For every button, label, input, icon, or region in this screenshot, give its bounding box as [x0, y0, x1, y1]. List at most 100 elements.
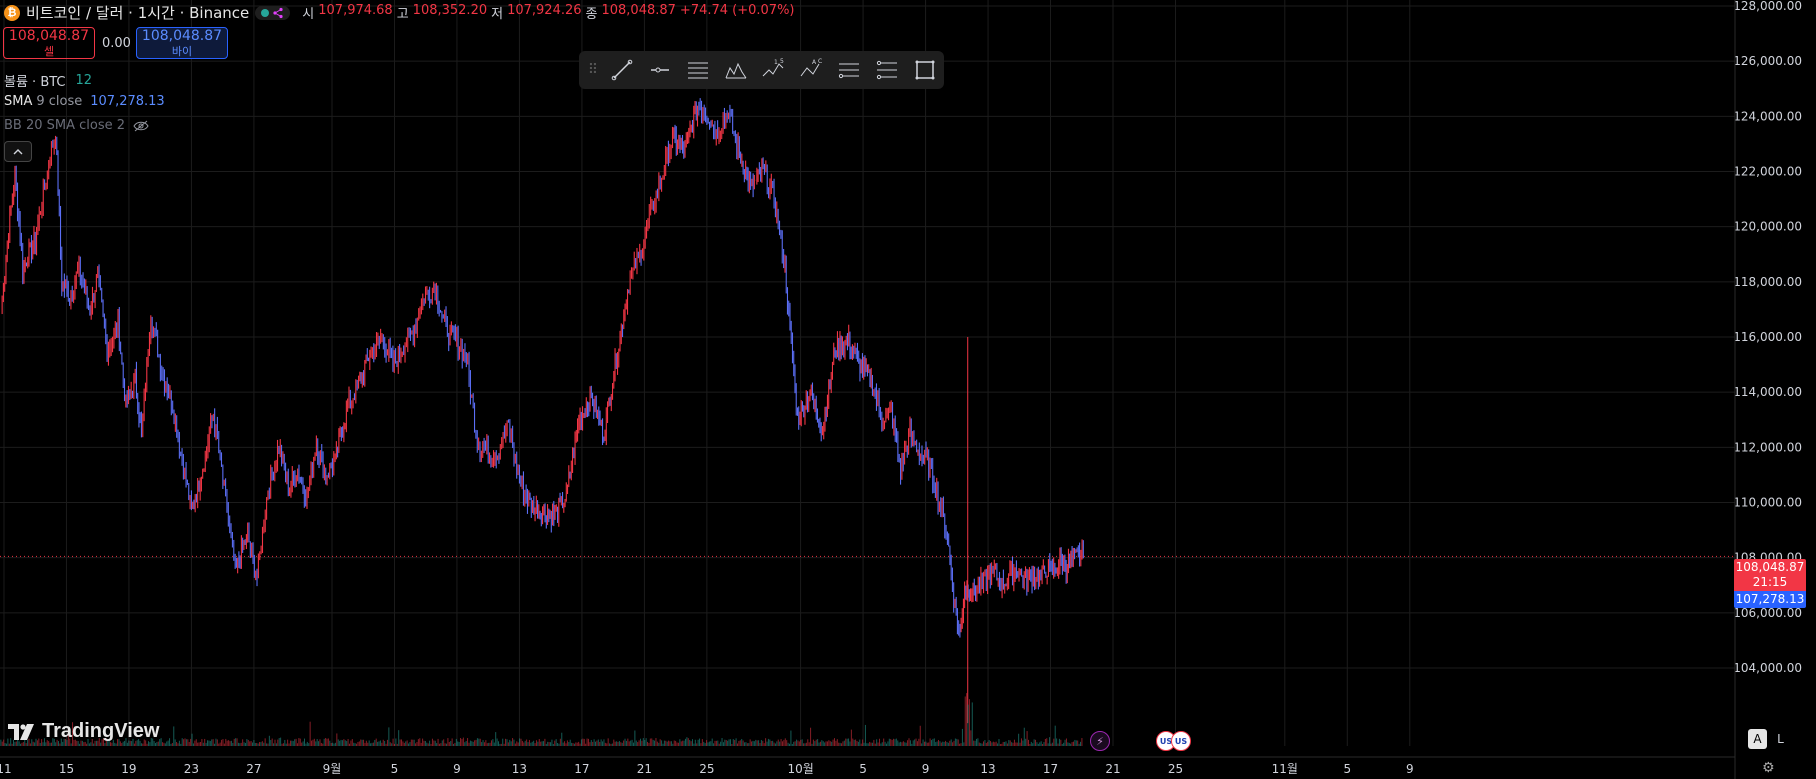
spread-value: 0.00	[102, 36, 131, 51]
x-tick-label: 10월	[787, 762, 813, 776]
y-tick-label: 128,000.00	[1733, 0, 1802, 13]
close-value: 108,048.87	[601, 3, 676, 18]
horizontal-ray-button[interactable]	[641, 51, 679, 89]
chevron-up-icon	[13, 148, 23, 154]
bar-countdown: 21:15	[1752, 575, 1788, 589]
share-icon	[273, 7, 283, 18]
y-tick-label: 104,000.00	[1733, 661, 1802, 675]
drag-handle-icon[interactable]: ⠿	[587, 62, 599, 78]
bitcoin-icon: ₿	[4, 4, 20, 21]
buy-button[interactable]: 108,048.87 바이	[136, 27, 228, 59]
y-tick-label: 118,000.00	[1733, 275, 1802, 289]
high-value: 108,352.20	[412, 3, 488, 18]
gear-icon[interactable]: ⚙	[1762, 760, 1775, 776]
rectangle-button[interactable]	[906, 51, 944, 89]
change-value: +74.74 (+0.07%)	[679, 3, 795, 18]
ohlc-readout: 시 107,974.68 고 108,352.20 저 107,924.26 종 108…	[302, 3, 794, 22]
auto-scale-button[interactable]: A	[1748, 729, 1767, 749]
close-label: 종	[585, 7, 598, 22]
market-status-pill[interactable]	[255, 5, 291, 20]
sma-legend-name: SMA	[4, 94, 33, 109]
y-tick-label: 126,000.00	[1733, 54, 1802, 68]
eye-hidden-icon[interactable]	[133, 120, 149, 132]
x-tick-label: 13	[980, 762, 995, 776]
x-tick-label: 23	[184, 762, 199, 776]
svg-text:5: 5	[780, 58, 784, 65]
regression-trend-button[interactable]	[868, 51, 906, 89]
y-tick-label: 122,000.00	[1733, 165, 1802, 179]
x-tick-label: 17	[574, 762, 589, 776]
us-flag-event-icon[interactable]: US	[1171, 731, 1191, 751]
tradingview-logo-text: TradingView	[42, 720, 160, 742]
pitchfork-button[interactable]	[717, 51, 755, 89]
sma-price-tag: 107,278.13	[1734, 591, 1806, 608]
low-label: 저	[491, 7, 504, 22]
high-label: 고	[396, 7, 409, 22]
y-tick-label: 124,000.00	[1733, 109, 1802, 123]
x-tick-label: 17	[1043, 762, 1058, 776]
bb-legend-name: BB 20 SMA close 2	[4, 118, 126, 133]
x-tick-label: 9월	[323, 762, 342, 776]
last-price-value: 108,048.87	[1735, 560, 1805, 574]
fib-retracement-icon	[839, 63, 860, 79]
sma-legend[interactable]: SMA 9 close 107,278.13	[4, 94, 165, 109]
symbol-header[interactable]: ₿ 비트코인 / 달러 · 1시간 · Binance 시 107,974.68 …	[4, 2, 795, 23]
svg-text:C: C	[818, 58, 822, 65]
x-tick-label: 21	[1105, 762, 1120, 776]
x-tick-label: 15	[59, 762, 74, 776]
y-tick-label: 120,000.00	[1733, 220, 1802, 234]
rectangle-icon	[915, 60, 935, 80]
x-tick-label: 9	[922, 762, 930, 776]
x-tick-label: 9	[453, 762, 461, 776]
open-value: 107,974.68	[318, 3, 393, 18]
last-price-tag: 108,048.87 21:15	[1734, 559, 1806, 592]
market-open-dot-icon	[261, 8, 270, 17]
y-tick-label: 114,000.00	[1733, 385, 1802, 399]
x-tick-label: 5	[1343, 762, 1351, 776]
event-bolt-icon[interactable]: ⚡	[1090, 731, 1110, 751]
volume-legend[interactable]: 볼륨 · BTC 12	[4, 71, 92, 90]
x-tick-label: 9	[1406, 762, 1414, 776]
trend-line-icon	[611, 59, 633, 81]
low-value: 107,924.26	[507, 3, 582, 18]
parallel-channel-button[interactable]	[679, 51, 717, 89]
trend-line-button[interactable]	[603, 51, 641, 89]
sell-price: 108,048.87	[8, 28, 90, 44]
y-tick-label: 116,000.00	[1733, 330, 1802, 344]
x-tick-label: 19	[121, 762, 136, 776]
parallel-channel-icon	[687, 62, 708, 79]
buy-label: 바이	[171, 45, 193, 58]
collapse-legend-button[interactable]	[4, 141, 32, 162]
tradingview-logo-icon	[8, 723, 34, 740]
y-tick-label: 112,000.00	[1733, 440, 1802, 454]
horizontal-ray-icon	[650, 67, 669, 73]
y-tick-label: 110,000.00	[1733, 496, 1802, 510]
sma-legend-params: 9 close	[36, 94, 83, 109]
regression-trend-icon	[877, 60, 898, 80]
x-tick-label: 13	[512, 762, 527, 776]
sell-button[interactable]: 108,048.87 셀	[3, 27, 95, 59]
pitchfork-icon	[725, 62, 746, 79]
x-tick-label: 5	[391, 762, 399, 776]
x-tick-label: 21	[637, 762, 652, 776]
tradingview-logo[interactable]: TradingView	[8, 720, 159, 743]
svg-text:A: A	[812, 59, 817, 66]
symbol-title[interactable]: 비트코인 / 달러 · 1시간 · Binance	[26, 4, 250, 22]
fib-retracement-button[interactable]	[830, 51, 868, 89]
sma-legend-value: 107,278.13	[90, 94, 165, 109]
sell-label: 셀	[43, 45, 55, 58]
volume-legend-name: 볼륨 · BTC	[4, 75, 66, 90]
open-label: 시	[302, 7, 315, 22]
x-tick-label: 25	[1168, 762, 1183, 776]
x-tick-label: 25	[699, 762, 714, 776]
svg-text:1: 1	[774, 59, 778, 66]
bb-legend[interactable]: BB 20 SMA close 2	[4, 118, 149, 133]
log-scale-button[interactable]: L	[1777, 732, 1784, 746]
volume-legend-value: 12	[75, 73, 93, 88]
